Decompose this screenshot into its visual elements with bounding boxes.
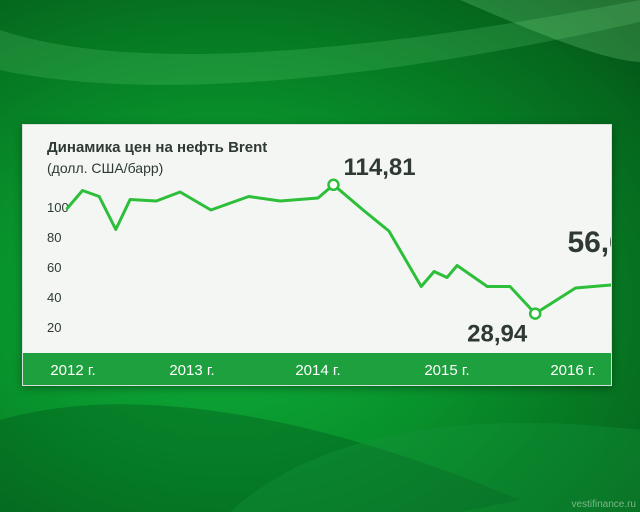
x-tick-label: 2012 г. [50, 362, 95, 379]
data-label: 56,65 [567, 226, 611, 259]
x-axis-bar [23, 353, 611, 385]
y-tick-label: 100 [47, 200, 69, 215]
watermark: vestifinance.ru [571, 499, 636, 510]
data-label: 28,94 [467, 321, 528, 348]
x-tick-label: 2016 г. [550, 362, 595, 379]
y-tick-label: 80 [47, 230, 61, 245]
y-tick-label: 40 [47, 290, 61, 305]
chart-title: Динамика цен на нефть Brent [47, 139, 268, 156]
x-tick-label: 2013 г. [169, 362, 214, 379]
y-tick-label: 60 [47, 260, 61, 275]
data-point-marker [327, 178, 340, 192]
data-point-marker [528, 307, 542, 320]
chart-card: Динамика цен на нефть Brent (долл. США/б… [22, 124, 612, 386]
data-label: 114,81 [343, 154, 415, 181]
y-tick-label: 20 [47, 320, 61, 335]
x-tick-label: 2015 г. [424, 362, 469, 379]
series-line [65, 183, 611, 316]
x-tick-label: 2014 г. [295, 362, 340, 379]
chart-subtitle: (долл. США/барр) [47, 160, 164, 176]
line-chart: 100 80 60 40 20 2012 г. 2013 г. 2014 г. 2015 г. 2… [47, 154, 611, 379]
